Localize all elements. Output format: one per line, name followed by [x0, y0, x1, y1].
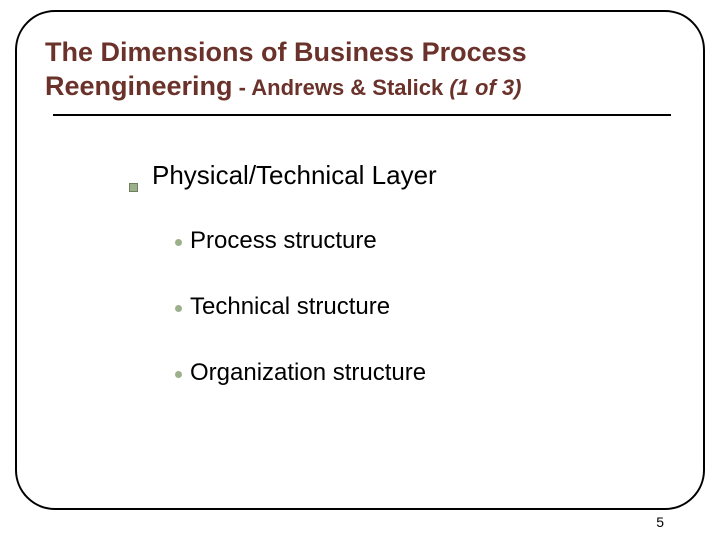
dot-bullet-icon — [175, 371, 182, 378]
body-area: Physical/Technical Layer Process structu… — [129, 160, 675, 387]
slide-frame: The Dimensions of Business Process Reeng… — [15, 10, 705, 510]
level2-text: Process structure — [190, 227, 377, 255]
level2-text: Technical structure — [190, 293, 390, 321]
level1-text: Physical/Technical Layer — [152, 160, 437, 191]
title-page-indicator: (1 of 3) — [449, 75, 521, 100]
square-bullet-icon — [129, 183, 138, 192]
title-sub: - Andrews & Stalick — [233, 75, 450, 100]
title-underline — [53, 114, 671, 116]
level2-item: Process structure — [175, 227, 675, 255]
dot-bullet-icon — [175, 305, 182, 312]
level2-text: Organization structure — [190, 359, 426, 387]
level2-item: Organization structure — [175, 359, 675, 387]
level2-list: Process structure Technical structure Or… — [175, 227, 675, 387]
title-block: The Dimensions of Business Process Reeng… — [45, 36, 675, 104]
dot-bullet-icon — [175, 239, 182, 246]
level1-item: Physical/Technical Layer — [129, 160, 675, 191]
level2-item: Technical structure — [175, 293, 675, 321]
page-number: 5 — [656, 514, 664, 530]
slide-content: The Dimensions of Business Process Reeng… — [17, 12, 703, 445]
